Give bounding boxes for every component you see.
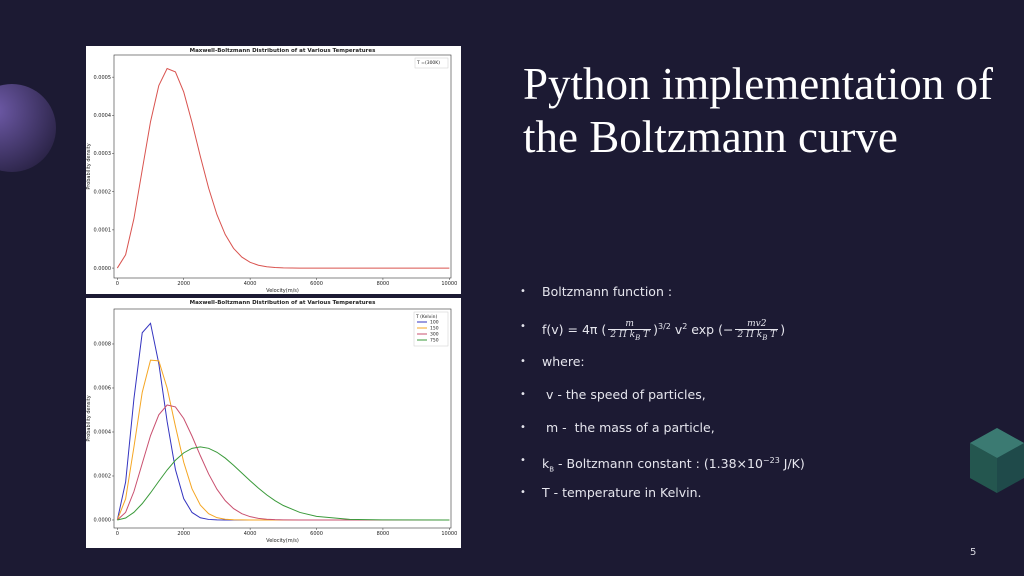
x-tick-label: 0 [116, 281, 119, 287]
formula-text: f(v) = 4π ( [542, 322, 607, 338]
fraction: mv2 2 Π kB T [735, 319, 779, 343]
y-tick-label: 0.0000 [94, 518, 112, 524]
y-tick-label: 0.0003 [94, 151, 112, 157]
legend-label: 300 [430, 332, 439, 338]
kb-k: k [542, 456, 550, 472]
series-line [116, 404, 450, 521]
bullet-mark: • [520, 455, 526, 466]
x-tick-label: 6000 [310, 281, 323, 287]
y-axis-label: Probability density [86, 143, 92, 189]
numerator: mv2 [735, 319, 779, 330]
legend-box [414, 57, 449, 69]
legend-label: T =(300K) [416, 60, 440, 66]
bullet-text: T - temperature in Kelvin. [542, 485, 702, 500]
kb-text: kB - Boltzmann constant : (1.38×10−23 J/… [542, 451, 805, 480]
legend-label: 100 [430, 320, 439, 326]
y-tick-label: 0.0004 [94, 113, 112, 119]
page-number: 5 [970, 547, 977, 558]
bullet-mark: • [520, 422, 526, 433]
denominator: 2 Π kB T [608, 330, 651, 343]
legend-label: 150 [430, 326, 439, 332]
legend-label: 750 [430, 338, 439, 344]
x-tick-label: 6000 [310, 531, 323, 537]
decor-cube [970, 428, 1024, 493]
formula-text: ) [780, 322, 786, 338]
kb-tail: J/K) [779, 456, 805, 472]
x-tick-label: 8000 [377, 531, 390, 537]
bullet-text: v - the speed of particles, [542, 387, 706, 402]
denominator: 2 Π kB T [735, 330, 778, 343]
den-text: 2 Π k [610, 329, 636, 340]
kb-sub: B [549, 465, 555, 474]
series-line [116, 67, 450, 269]
kb-body: - Boltzmann constant : (1.38×10 [554, 456, 763, 472]
y-tick-label: 0.0005 [94, 75, 112, 81]
series-line [117, 446, 450, 521]
y-tick-label: 0.0000 [94, 266, 112, 272]
x-tick-label: 10000 [441, 281, 457, 287]
formula-sup: 3/2 [657, 322, 671, 331]
bullet-mark: • [520, 487, 526, 498]
y-tick-label: 0.0008 [94, 342, 112, 348]
den-sub: B [635, 333, 641, 342]
y-tick-label: 0.0002 [94, 189, 112, 195]
x-axis-label: Velocity(m/s) [266, 288, 299, 294]
x-tick-label: 2000 [177, 281, 190, 287]
bullet-mark: • [520, 321, 526, 332]
x-axis-label: Velocity(m/s) [266, 538, 299, 544]
den-text: T [767, 329, 777, 340]
y-tick-label: 0.0001 [94, 228, 112, 234]
legend-title: T (Kelvin) [415, 314, 437, 320]
numerator: m [608, 319, 652, 330]
kb-sup: −23 [762, 456, 780, 465]
den-text: T [640, 329, 650, 340]
x-tick-label: 8000 [377, 281, 390, 287]
bullet-mark: • [520, 389, 526, 400]
bullet-mark: • [520, 356, 526, 367]
formula-text: exp (− [687, 322, 734, 338]
chart-title: Maxwell-Boltzmann Distribution of at Var… [190, 300, 376, 306]
x-tick-label: 4000 [244, 531, 257, 537]
x-tick-label: 10000 [441, 531, 457, 537]
formula-text: ) [653, 322, 658, 338]
y-tick-label: 0.0006 [94, 386, 112, 392]
plot-frame [113, 308, 452, 529]
chart-title: Maxwell-Boltzmann Distribution of at Var… [190, 48, 376, 54]
y-tick-label: 0.0002 [94, 474, 112, 480]
formula: f(v) = 4π (m 2 Π kB T)3/2 v2 exp (− mv2 2 Π… [542, 317, 785, 343]
bullet-text: where: [542, 354, 585, 369]
chart-panel [86, 46, 461, 294]
bullet-text: m - the mass of a particle, [542, 420, 715, 435]
chart-panel [86, 298, 461, 548]
formula-text: v [670, 322, 683, 338]
den-sub: B [762, 333, 768, 342]
decor-orb [0, 84, 56, 172]
y-axis-label: Probability density [86, 395, 92, 441]
x-tick-label: 4000 [244, 281, 257, 287]
formula-sup: 2 [682, 322, 688, 331]
x-tick-label: 0 [116, 531, 119, 537]
den-text: 2 Π k [737, 329, 763, 340]
y-tick-label: 0.0004 [94, 430, 112, 436]
plot-frame [113, 54, 452, 279]
bullet-text: Boltzmann function : [542, 284, 673, 299]
x-tick-label: 2000 [177, 531, 190, 537]
bullet-mark: • [520, 286, 526, 297]
slide-title: Python implementation of the Boltzmann c… [523, 59, 993, 162]
